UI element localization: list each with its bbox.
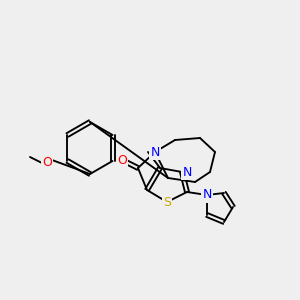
Text: N: N (150, 146, 160, 158)
Text: O: O (117, 154, 127, 166)
Text: N: N (182, 166, 192, 178)
Text: S: S (163, 196, 171, 209)
Text: O: O (42, 157, 52, 169)
Text: N: N (202, 188, 212, 202)
